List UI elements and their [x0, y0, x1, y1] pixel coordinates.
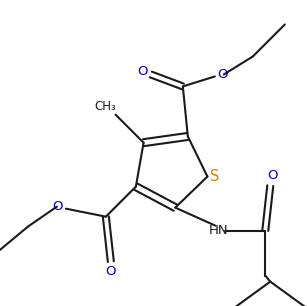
Text: O: O — [138, 65, 148, 78]
Text: O: O — [218, 68, 228, 81]
Text: CH₃: CH₃ — [95, 100, 116, 113]
Text: O: O — [267, 169, 278, 182]
Text: O: O — [106, 265, 116, 278]
Text: S: S — [210, 169, 219, 184]
Text: O: O — [52, 200, 63, 213]
Text: HN: HN — [208, 224, 228, 237]
